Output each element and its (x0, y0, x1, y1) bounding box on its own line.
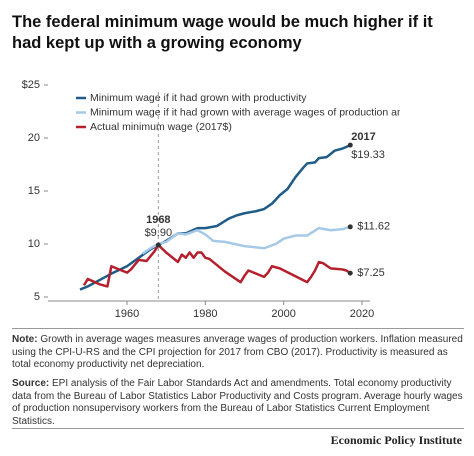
legend-entry: Minimum wage if it had grown with averag… (90, 106, 474, 118)
annotation-point (155, 242, 161, 248)
chart: 5 10 15 20 $25 1960 1980 2000 2020 Minimum wage i… (22, 79, 474, 320)
y-tick-label: $25 (22, 79, 40, 91)
annotation-y-label: $9.90 (145, 227, 173, 239)
x-tick-label: 1960 (115, 308, 139, 320)
y-tick-label: 15 (28, 185, 40, 197)
footer: Economic Policy Institute (330, 433, 462, 447)
note-text: Growth in average wages measures anverag… (12, 334, 463, 370)
series-line (82, 243, 351, 288)
source-text: EPI analysis of the Fair Labor Standards… (12, 378, 463, 427)
separator (12, 328, 464, 329)
annotation-y-label: $7.25 (357, 267, 385, 279)
source: Source: EPI analysis of the Fair Labor S… (12, 378, 464, 428)
legend-label: Minimum wage if it had grown with averag… (90, 106, 474, 118)
source-label: Source: (12, 378, 50, 389)
annotation-x-label: 2017 (351, 131, 375, 143)
annotation-point (347, 270, 353, 276)
annotation-point (347, 142, 353, 148)
separator (12, 428, 464, 429)
legend-entry: Actual minimum wage (2017$) (90, 121, 232, 133)
annotation-y-label: $19.33 (351, 149, 385, 161)
series-line (79, 143, 351, 291)
y-tick-label: 10 (28, 238, 40, 250)
annotation-point (347, 224, 353, 230)
y-tick-label: 5 (34, 291, 40, 303)
legend-label: Minimum wage if it had grown with produc… (90, 92, 307, 104)
x-tick-label: 2020 (350, 308, 374, 320)
legend-label: Actual minimum wage (2017$) (90, 121, 232, 133)
legend-entry: Minimum wage if it had grown with produc… (90, 92, 307, 104)
annotation-y-label: $11.62 (357, 221, 390, 233)
note: Note: Growth in average wages measures a… (12, 334, 464, 372)
note-label: Note: (12, 334, 38, 345)
x-tick-label: 1980 (193, 308, 217, 320)
y-tick-label: 20 (28, 132, 40, 144)
annotation-x-label: 1968 (146, 214, 170, 226)
chart-title: The federal minimum wage would be much h… (12, 13, 433, 52)
series-line (141, 225, 351, 255)
x-tick-label: 2000 (271, 308, 295, 320)
